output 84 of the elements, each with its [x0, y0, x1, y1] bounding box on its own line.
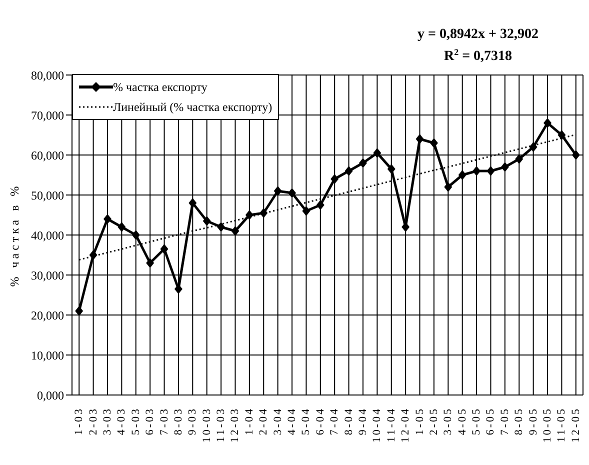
x-tick-label: 11-03 [215, 407, 228, 442]
point [118, 222, 126, 232]
x-tick-label: 12-05 [570, 407, 582, 443]
point [529, 142, 538, 152]
x-tick-label: 8-04 [342, 407, 355, 436]
x-tick-label: 1-04 [243, 407, 256, 436]
point [75, 306, 84, 316]
point [202, 216, 211, 226]
x-tick-label: 11-04 [385, 407, 398, 442]
point [260, 208, 268, 218]
x-tick-label: 6-03 [144, 407, 156, 436]
y-tick-label: 30,000 [31, 268, 64, 282]
point [344, 166, 353, 176]
x-tick-label: 10-03 [200, 407, 213, 443]
point [472, 166, 481, 176]
y-tick-label: 50,000 [31, 188, 64, 202]
point [572, 150, 580, 160]
y-tick-label: 0,000 [37, 388, 64, 402]
x-tick-label: 7-03 [158, 407, 170, 436]
x-tick-label: 3-04 [272, 407, 284, 436]
y-axis-title: % частка в % [7, 183, 22, 287]
point [245, 210, 254, 220]
text: y = 0,8942x + 32,902 [418, 27, 538, 42]
x-tick-label: 7-04 [328, 407, 341, 436]
x-tick-label: 1-03 [73, 407, 86, 436]
point [103, 214, 112, 224]
point [358, 158, 367, 168]
point [416, 134, 424, 144]
point [146, 258, 154, 268]
x-tick-label: 11-05 [556, 407, 568, 442]
x-tick-label: 9-03 [186, 407, 199, 436]
x-tick-label: 4-05 [456, 407, 468, 436]
point [231, 226, 240, 236]
x-tick-label: 12-04 [400, 407, 412, 443]
point [302, 206, 310, 216]
x-tick-label: 1-05 [414, 407, 426, 436]
x-tick-label: 3-03 [101, 407, 114, 436]
x-tick-label: 5-05 [470, 407, 483, 436]
x-tick-label: 5-03 [130, 407, 142, 436]
y-tick-label: 80,000 [31, 68, 64, 82]
point [89, 250, 98, 260]
point [458, 170, 466, 180]
point [430, 138, 438, 148]
point [217, 222, 226, 232]
y-tick-label: 70,000 [31, 108, 64, 122]
point [316, 200, 324, 210]
x-tick-label: 8-05 [513, 407, 526, 436]
y-tick-label: 20,000 [31, 308, 64, 322]
x-tick-label: 7-05 [498, 407, 511, 436]
text: R$^{2}$ = 0,7318 [444, 47, 512, 64]
point [444, 182, 452, 192]
point [330, 174, 339, 184]
legend-label: % частка експорту [113, 80, 208, 94]
y-tick-label: 10,000 [31, 348, 64, 362]
x-tick-label: 10-04 [371, 407, 384, 443]
x-tick-label: 2-04 [258, 407, 270, 436]
x-tick-label: 10-05 [542, 407, 554, 443]
x-tick-label: 6-05 [484, 407, 497, 436]
point [500, 162, 509, 172]
point [160, 244, 168, 254]
point [288, 188, 296, 198]
x-tick-label: 2-05 [428, 407, 440, 436]
x-tick-label: 12-03 [229, 407, 242, 443]
x-tick-label: 2-03 [87, 407, 100, 436]
point [274, 186, 282, 196]
x-tick-label: 9-05 [527, 407, 540, 436]
point [486, 166, 495, 176]
x-tick-label: 3-05 [442, 407, 454, 436]
y-tick-label: 60,000 [31, 148, 64, 162]
y-tick-label: 40,000 [31, 228, 64, 242]
point [373, 148, 382, 158]
point [387, 164, 396, 174]
x-tick-label: 4-04 [286, 407, 298, 436]
x-tick-label: 5-04 [300, 407, 312, 436]
x-tick-label: 9-04 [356, 407, 369, 436]
point [558, 130, 566, 140]
point [544, 118, 552, 128]
x-tick-label: 8-03 [172, 407, 184, 436]
x-tick-label: 4-03 [116, 407, 128, 436]
point [515, 154, 524, 164]
point [188, 198, 197, 208]
legend-label: Линейный (% частка експорту) [113, 100, 272, 114]
point [132, 230, 140, 240]
x-tick-label: 6-04 [314, 407, 326, 436]
